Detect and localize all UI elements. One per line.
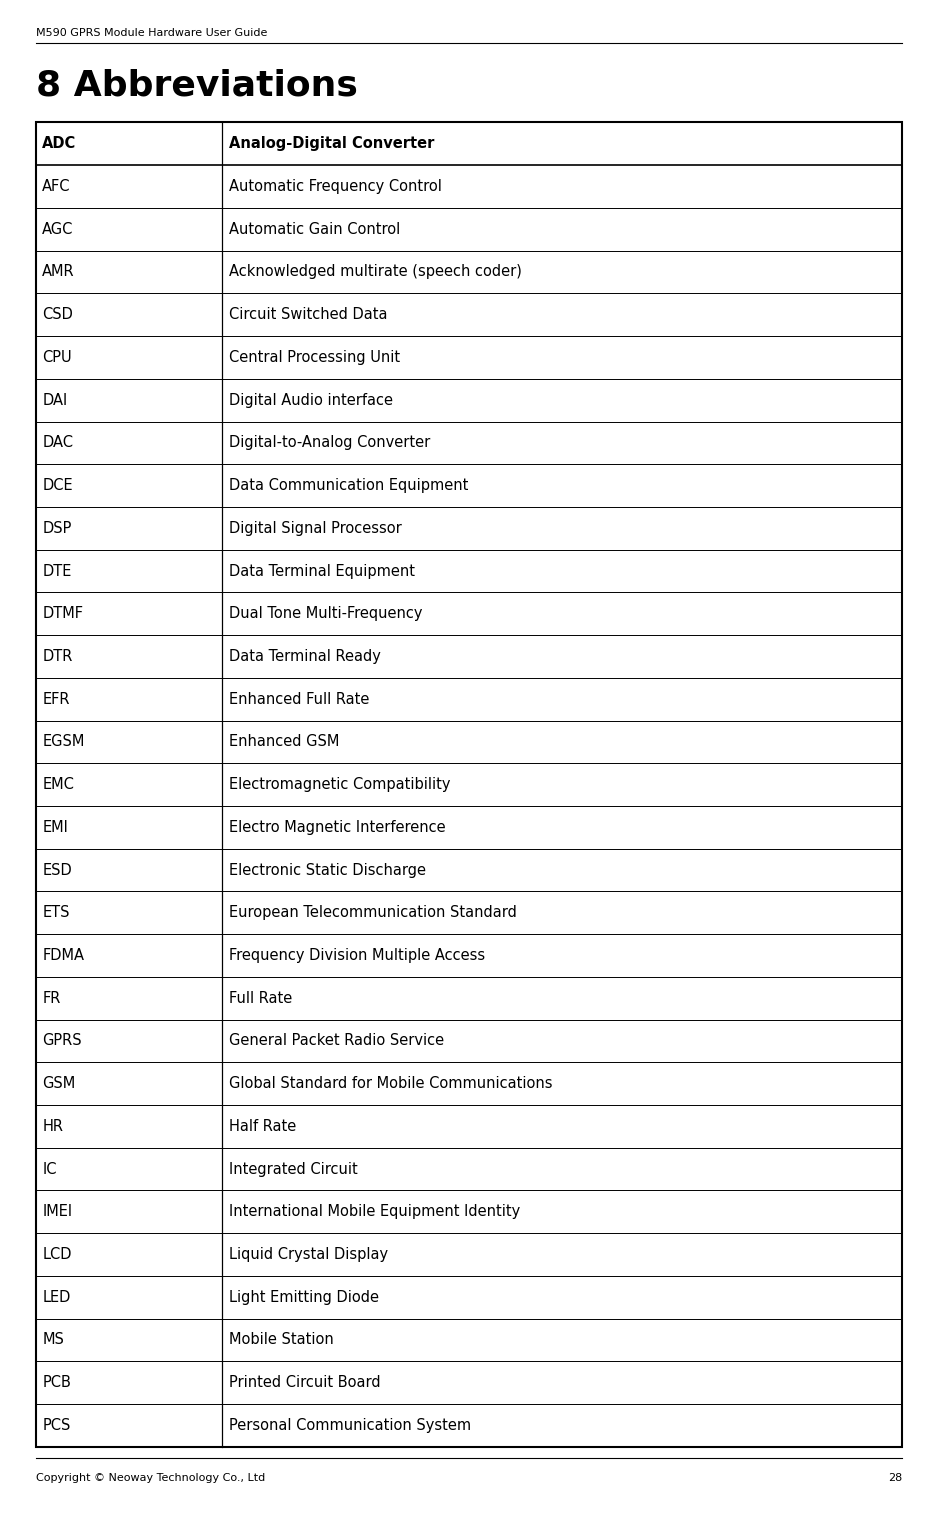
Text: AFC: AFC <box>42 179 70 194</box>
Text: EMI: EMI <box>42 821 68 834</box>
Text: Automatic Gain Control: Automatic Gain Control <box>229 222 400 237</box>
Text: DCE: DCE <box>42 478 73 493</box>
Text: CPU: CPU <box>42 351 72 364</box>
Text: AMR: AMR <box>42 265 75 280</box>
Text: LCD: LCD <box>42 1248 71 1262</box>
Text: Digital Signal Processor: Digital Signal Processor <box>229 521 401 536</box>
Text: Automatic Frequency Control: Automatic Frequency Control <box>229 179 442 194</box>
Text: AGC: AGC <box>42 222 73 237</box>
Text: Half Rate: Half Rate <box>229 1119 295 1134</box>
Text: Circuit Switched Data: Circuit Switched Data <box>229 308 387 322</box>
Text: EFR: EFR <box>42 692 69 707</box>
Text: Electro Magnetic Interference: Electro Magnetic Interference <box>229 821 446 834</box>
Text: Acknowledged multirate (speech coder): Acknowledged multirate (speech coder) <box>229 265 522 280</box>
Text: Integrated Circuit: Integrated Circuit <box>229 1162 357 1177</box>
Text: Frequency Division Multiple Access: Frequency Division Multiple Access <box>229 948 485 963</box>
Text: DTE: DTE <box>42 563 71 579</box>
Text: HR: HR <box>42 1119 63 1134</box>
Text: FR: FR <box>42 991 61 1006</box>
Text: FDMA: FDMA <box>42 948 84 963</box>
Text: European Telecommunication Standard: European Telecommunication Standard <box>229 905 517 920</box>
Text: Digital-to-Analog Converter: Digital-to-Analog Converter <box>229 435 430 450</box>
Text: Liquid Crystal Display: Liquid Crystal Display <box>229 1248 387 1262</box>
Text: Full Rate: Full Rate <box>229 991 292 1006</box>
Text: Copyright © Neoway Technology Co., Ltd: Copyright © Neoway Technology Co., Ltd <box>36 1473 265 1484</box>
Text: Personal Communication System: Personal Communication System <box>229 1418 471 1433</box>
Text: DSP: DSP <box>42 521 71 536</box>
Text: ETS: ETS <box>42 905 69 920</box>
Text: GPRS: GPRS <box>42 1033 82 1049</box>
Text: 28: 28 <box>888 1473 902 1484</box>
Text: Electronic Static Discharge: Electronic Static Discharge <box>229 862 426 877</box>
Text: Analog-Digital Converter: Analog-Digital Converter <box>229 136 434 152</box>
Text: Global Standard for Mobile Communications: Global Standard for Mobile Communication… <box>229 1076 552 1092</box>
Text: Data Terminal Equipment: Data Terminal Equipment <box>229 563 415 579</box>
Text: EGSM: EGSM <box>42 735 84 749</box>
Text: DTMF: DTMF <box>42 606 83 622</box>
Text: Data Terminal Ready: Data Terminal Ready <box>229 649 381 664</box>
Text: IMEI: IMEI <box>42 1205 72 1219</box>
Text: DTR: DTR <box>42 649 72 664</box>
Text: Electromagnetic Compatibility: Electromagnetic Compatibility <box>229 778 450 792</box>
Text: International Mobile Equipment Identity: International Mobile Equipment Identity <box>229 1205 520 1219</box>
Text: 8 Abbreviations: 8 Abbreviations <box>36 69 357 103</box>
Text: Enhanced Full Rate: Enhanced Full Rate <box>229 692 369 707</box>
Text: Mobile Station: Mobile Station <box>229 1332 333 1347</box>
Text: GSM: GSM <box>42 1076 75 1092</box>
Text: PCB: PCB <box>42 1375 71 1390</box>
Text: General Packet Radio Service: General Packet Radio Service <box>229 1033 444 1049</box>
Text: Dual Tone Multi-Frequency: Dual Tone Multi-Frequency <box>229 606 422 622</box>
Text: MS: MS <box>42 1332 64 1347</box>
Text: DAI: DAI <box>42 392 68 407</box>
Text: Light Emitting Diode: Light Emitting Diode <box>229 1289 379 1304</box>
Text: ESD: ESD <box>42 862 72 877</box>
Text: CSD: CSD <box>42 308 73 322</box>
Text: LED: LED <box>42 1289 70 1304</box>
Text: Digital Audio interface: Digital Audio interface <box>229 392 393 407</box>
Text: EMC: EMC <box>42 778 74 792</box>
Text: Printed Circuit Board: Printed Circuit Board <box>229 1375 380 1390</box>
Text: Central Processing Unit: Central Processing Unit <box>229 351 400 364</box>
Text: Data Communication Equipment: Data Communication Equipment <box>229 478 468 493</box>
Text: DAC: DAC <box>42 435 73 450</box>
Text: Enhanced GSM: Enhanced GSM <box>229 735 339 749</box>
Text: PCS: PCS <box>42 1418 70 1433</box>
Text: IC: IC <box>42 1162 56 1177</box>
Text: M590 GPRS Module Hardware User Guide: M590 GPRS Module Hardware User Guide <box>36 28 267 38</box>
Text: ADC: ADC <box>42 136 77 152</box>
